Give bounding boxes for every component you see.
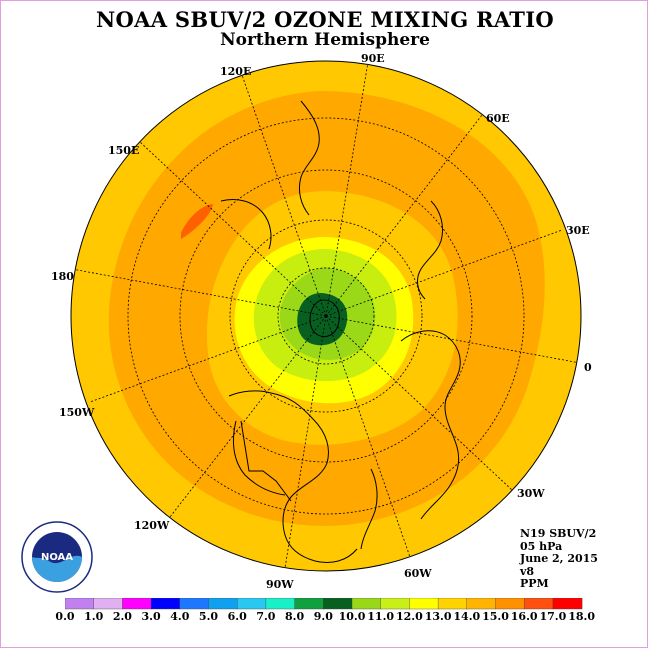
colorbar-tick-label: 2.0 [112,610,132,623]
colorbar-swatch [466,598,497,610]
colorbar-tick-label: 11.0 [367,610,395,623]
colorbar-swatch [208,598,238,610]
colorbar-tick-label: 17.0 [539,610,567,623]
colorbar-swatch [351,598,382,610]
colorbar-tick-label: 13.0 [424,610,452,623]
lon-label-60e: 60E [486,112,510,125]
meridians [71,61,581,569]
colorbar-tick-label: 5.0 [198,610,219,623]
units-label: PPM [520,577,549,590]
lon-label-180: 180 [51,270,74,283]
colorbar-swatch [380,598,411,610]
lon-label-30w: 30W [517,487,545,500]
colorbar-swatch [323,598,353,610]
lon-label-150w: 150W [59,406,95,419]
colorbar-swatch [294,598,325,610]
map-subtitle: Northern Hemisphere [220,30,430,50]
colorbar-tick-label: 4.0 [170,610,190,623]
map-title: NOAA SBUV/2 OZONE MIXING RATIO [96,7,554,32]
colorbar-swatch [122,598,152,610]
noaa-logo: NOAA [21,521,93,593]
colorbar-swatch [93,598,124,610]
colorbar-swatch [409,598,439,610]
colorbar-swatch [495,598,525,610]
colorbar-tick-label: 6.0 [227,610,247,623]
colorbar-swatch [236,598,267,610]
colorbar-tick-label: 0.0 [55,610,75,623]
colorbar-swatch [265,598,296,610]
lon-label-30e: 30E [566,224,590,237]
colorbar-swatch [437,598,468,610]
colorbar-tick-label: 18.0 [568,610,595,623]
colorbar-tick-label: 12.0 [395,610,423,623]
colorbar-tick-label: 8.0 [285,610,305,623]
lon-label-90e: 90E [361,52,385,65]
colorbar-tick-label: 16.0 [510,610,538,623]
lon-label-120e: 120E [220,65,251,78]
colorbar-tick-label: 15.0 [482,610,509,623]
coastlines [220,100,461,563]
lon-label-120w: 120W [134,519,170,532]
lon-label-90w: 90W [266,578,294,591]
colorbar-tick-label: 10.0 [338,610,366,623]
pressure-level: 05 hPa [520,539,563,553]
version-label: v8 [520,564,535,578]
colorbar-swatch [65,598,95,610]
lon-label-150e: 150E [108,144,139,157]
colorbar-tick-label: 1.0 [84,610,104,623]
colorbar-swatch [552,598,583,610]
colorbar-tick-label: 14.0 [453,610,481,623]
colorbar-tick-label: 7.0 [256,610,276,623]
instrument-label: N19 SBUV/2 [520,527,597,540]
colorbar [65,598,583,610]
svg-text:NOAA: NOAA [41,552,73,563]
colorbar-swatch [524,598,554,610]
metadata-block: N19 SBUV/2 05 hPa June 2, 2015 v8 PPM [520,527,598,591]
colorbar-tick-label: 9.0 [313,610,333,623]
lon-label-0: 0 [584,361,592,374]
latitude-circles [127,117,525,515]
colorbar-tick-label: 3.0 [141,610,161,623]
hot-spot [181,204,213,239]
colorbar-swatch [150,598,181,610]
map-boundary [70,60,582,572]
date-label: June 2, 2015 [520,552,598,565]
colorbar-swatch [179,598,210,610]
lon-label-60w: 60W [404,567,432,580]
